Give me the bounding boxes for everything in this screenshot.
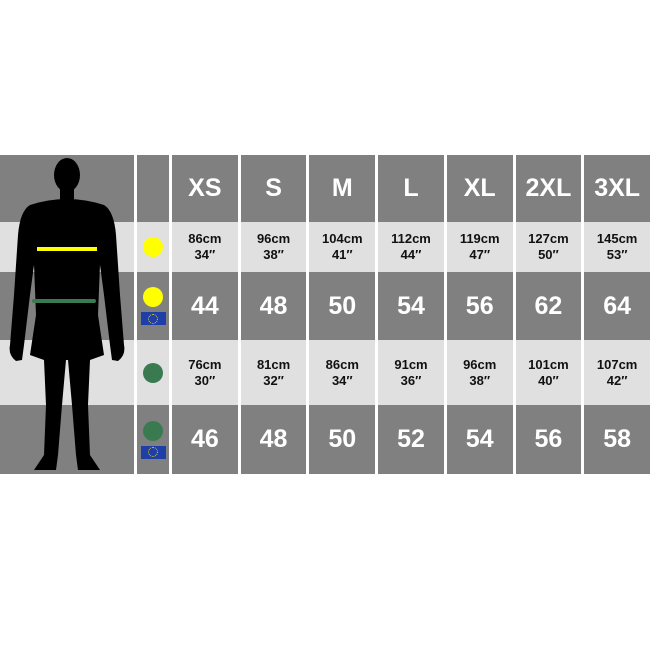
size-cell: 101cm 40″ xyxy=(515,340,582,405)
eu-size: 46 xyxy=(190,425,219,453)
size-cell: 48 xyxy=(240,405,307,474)
size-cell: 112cm 44″ xyxy=(378,222,444,272)
measure-inches: 34″ xyxy=(331,372,353,388)
size-cell: 86cm 34″ xyxy=(172,222,238,272)
measure-inches: 38″ xyxy=(469,372,491,388)
eu-size: 44 xyxy=(190,291,219,320)
eu-size: 50 xyxy=(328,425,357,453)
size-cell: 54 xyxy=(446,405,513,474)
measure-cm: 101cm xyxy=(528,356,569,372)
size-cell: 145cm 53″ xyxy=(584,222,650,272)
measure-inches: 47″ xyxy=(469,247,491,262)
measure-inches: 42″ xyxy=(606,372,628,388)
measure-inches: 50″ xyxy=(538,247,559,262)
chest-yellow-circle-icon xyxy=(143,287,163,307)
measure-inches: 41″ xyxy=(331,247,353,262)
measure-cm: 112cm xyxy=(391,231,431,246)
measure-cm: 86cm xyxy=(188,231,222,246)
size-cell: 127cm 50″ xyxy=(515,222,582,272)
size-cell: 86cm 34″ xyxy=(309,340,376,405)
size-label: 3XL xyxy=(594,174,641,202)
measure-inches: 53″ xyxy=(606,247,628,262)
size-cell: 52 xyxy=(378,405,444,474)
eu-size: 62 xyxy=(534,291,563,320)
body-silhouette-icon xyxy=(9,158,125,470)
size-cell: 46 xyxy=(172,405,238,474)
eu-flag-icon xyxy=(140,312,166,325)
measure-cm: 127cm xyxy=(528,231,569,246)
eu-flag-icon xyxy=(140,445,166,459)
eu-size: 48 xyxy=(259,291,288,320)
measure-cm: 96cm xyxy=(463,356,497,372)
measure-cm: 81cm xyxy=(256,356,291,372)
size-label: 2XL xyxy=(525,174,572,202)
measure-inches: 30″ xyxy=(194,372,216,388)
icon-cell xyxy=(137,155,169,222)
size-label: S xyxy=(265,174,282,202)
measure-cm: 91cm xyxy=(394,356,428,372)
size-label: XL xyxy=(463,174,496,202)
size-cell: 76cm 30″ xyxy=(172,340,238,405)
size-header: L xyxy=(378,155,444,222)
size-chart-table: XS S M L XL 2XL 3XL 86cm 34″ 96cm 38″ 104cm 41″ 112cm… xyxy=(0,155,650,474)
size-header: S xyxy=(240,155,307,222)
eu-size: 52 xyxy=(397,425,425,453)
size-cell: 81cm 32″ xyxy=(240,340,307,405)
size-label: M xyxy=(331,174,353,202)
size-label: L xyxy=(403,174,419,202)
size-cell: 104cm 41″ xyxy=(309,222,376,272)
eu-size: 54 xyxy=(465,425,494,453)
size-label: XS xyxy=(188,174,222,202)
size-header: 2XL xyxy=(515,155,582,222)
measure-inches: 40″ xyxy=(538,372,559,388)
icon-cell xyxy=(137,272,169,340)
icon-cell xyxy=(137,405,169,474)
eu-size: 54 xyxy=(397,291,425,320)
size-header: 3XL xyxy=(584,155,650,222)
icon-cell xyxy=(137,340,169,405)
measure-cm: 96cm xyxy=(256,231,291,246)
size-cell: 58 xyxy=(584,405,650,474)
size-cell: 56 xyxy=(446,272,513,340)
size-cell: 119cm 47″ xyxy=(446,222,513,272)
size-cell: 64 xyxy=(584,272,650,340)
measure-cm: 86cm xyxy=(325,356,359,372)
figure-column xyxy=(0,155,134,474)
size-header: XL xyxy=(446,155,513,222)
measure-inches: 32″ xyxy=(263,372,284,388)
measure-inches: 34″ xyxy=(194,247,216,262)
waist-green-circle-icon xyxy=(143,420,163,441)
measure-inches: 44″ xyxy=(400,247,422,262)
size-cell: 91cm 36″ xyxy=(378,340,444,405)
size-cell: 96cm 38″ xyxy=(240,222,307,272)
eu-size: 64 xyxy=(603,291,632,320)
size-cell: 96cm 38″ xyxy=(446,340,513,405)
chest-yellow-circle-icon xyxy=(143,237,163,257)
size-cell: 44 xyxy=(172,272,238,340)
size-header: M xyxy=(309,155,376,222)
size-cell: 50 xyxy=(309,272,376,340)
measure-cm: 76cm xyxy=(188,356,222,372)
size-cell: 48 xyxy=(240,272,307,340)
size-cell: 50 xyxy=(309,405,376,474)
size-cell: 107cm 42″ xyxy=(584,340,650,405)
waist-green-circle-icon xyxy=(143,362,163,383)
measure-inches: 38″ xyxy=(263,247,284,262)
size-cell: 54 xyxy=(378,272,444,340)
eu-size: 56 xyxy=(534,425,563,453)
eu-size: 56 xyxy=(465,291,494,320)
measure-cm: 104cm xyxy=(322,231,363,246)
size-header: XS xyxy=(172,155,238,222)
size-cell: 62 xyxy=(515,272,582,340)
size-cell: 56 xyxy=(515,405,582,474)
icon-cell xyxy=(137,222,169,272)
eu-size: 50 xyxy=(328,291,357,320)
measure-cm: 119cm xyxy=(459,231,500,246)
eu-size: 58 xyxy=(603,425,632,453)
measure-cm: 107cm xyxy=(596,356,638,372)
measure-cm: 145cm xyxy=(596,231,638,246)
measure-inches: 36″ xyxy=(400,372,422,388)
eu-size: 48 xyxy=(259,425,288,453)
